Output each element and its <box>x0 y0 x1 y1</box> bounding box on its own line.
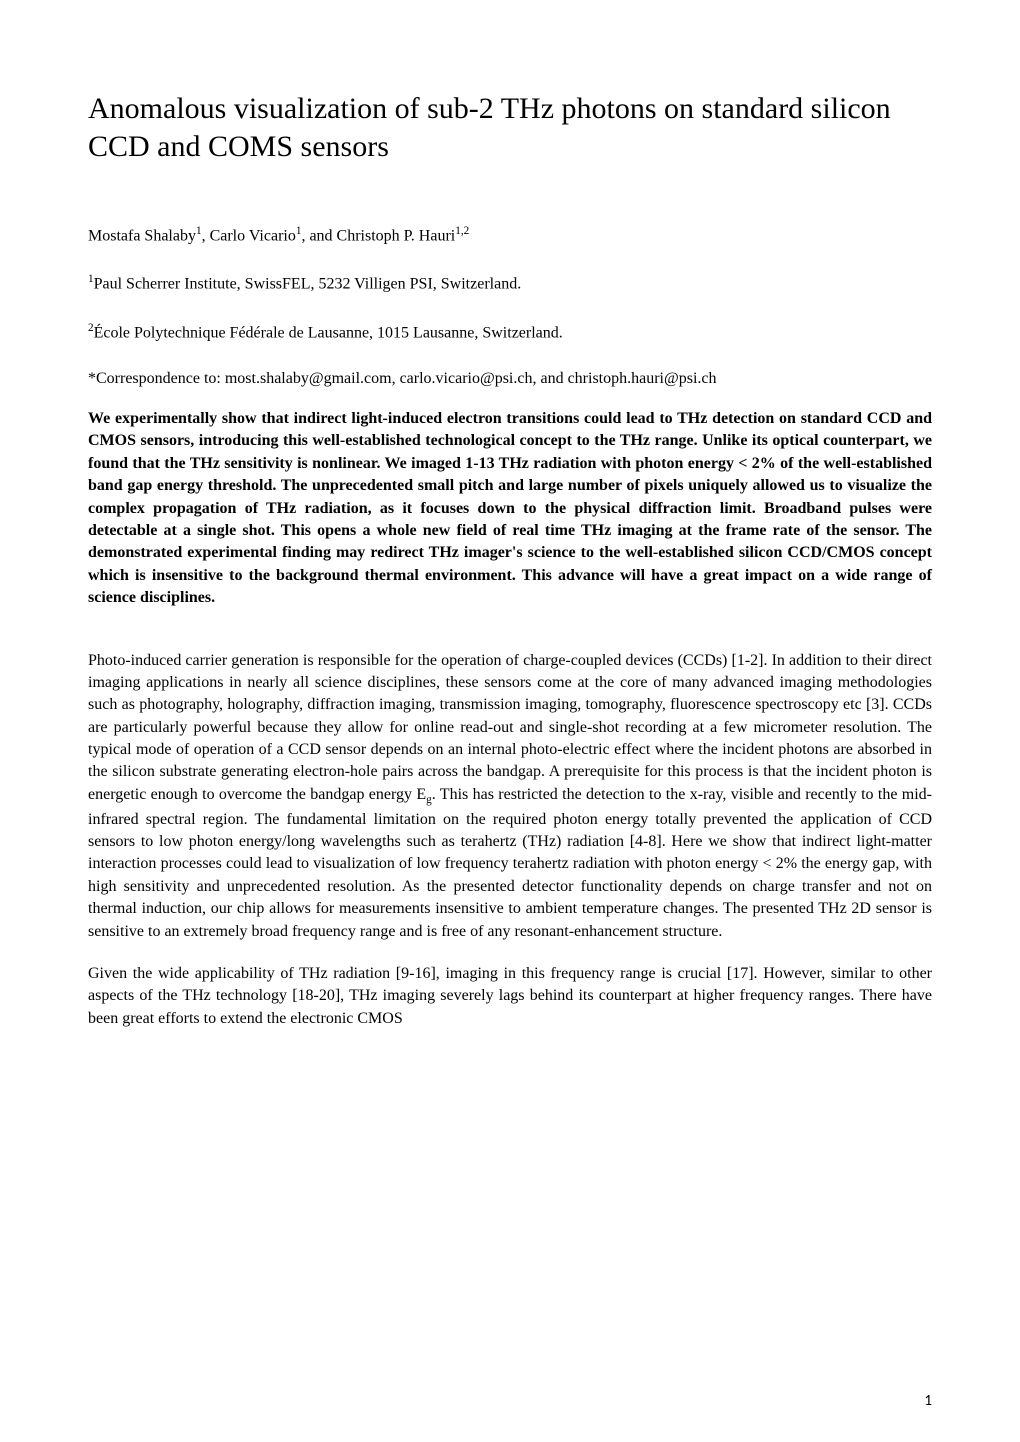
author-affil-sup: 1,2 <box>455 225 469 237</box>
author-name: Mostafa Shalaby <box>88 227 196 244</box>
affiliation-2: 2École Polytechnique Fédérale de Lausann… <box>88 322 932 342</box>
abstract-text: We experimentally show that indirect lig… <box>88 408 932 610</box>
body-text-span: . This has restricted the detection to t… <box>88 786 932 940</box>
affil-text: Paul Scherrer Institute, SwissFEL, 5232 … <box>94 276 522 293</box>
body-paragraph-1: Photo-induced carrier generation is resp… <box>88 650 932 944</box>
body-paragraph-2: Given the wide applicability of THz radi… <box>88 963 932 1030</box>
affil-text: École Polytechnique Fédérale de Lausanne… <box>94 324 563 341</box>
affiliation-1: 1Paul Scherrer Institute, SwissFEL, 5232… <box>88 273 932 293</box>
author-name: , Carlo Vicario <box>202 227 296 244</box>
author-name: , and Christoph P. Hauri <box>301 227 455 244</box>
authors-line: Mostafa Shalaby1, Carlo Vicario1, and Ch… <box>88 225 932 245</box>
body-text-span: Photo-induced carrier generation is resp… <box>88 652 932 803</box>
correspondence-line: *Correspondence to: most.shalaby@gmail.c… <box>88 370 932 388</box>
page-number: 1 <box>924 1392 932 1410</box>
paper-title: Anomalous visualization of sub-2 THz pho… <box>88 90 932 165</box>
